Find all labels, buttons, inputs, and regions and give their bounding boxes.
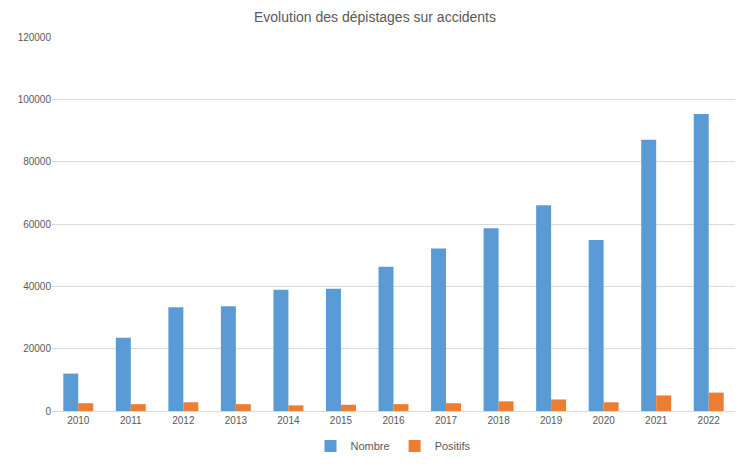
svg-text:2015: 2015 [330,415,353,426]
svg-text:Positifs: Positifs [435,440,471,452]
svg-text:2022: 2022 [698,415,721,426]
svg-text:Evolution des dépistages sur a: Evolution des dépistages sur accidents [254,9,496,25]
svg-text:2017: 2017 [435,415,458,426]
svg-text:2013: 2013 [225,415,248,426]
svg-text:40000: 40000 [23,281,51,292]
svg-text:2014: 2014 [277,415,300,426]
svg-text:100000: 100000 [18,94,52,105]
svg-text:60000: 60000 [23,219,51,230]
svg-text:2016: 2016 [382,415,405,426]
svg-text:120000: 120000 [18,32,52,43]
svg-text:2021: 2021 [645,415,668,426]
svg-text:2019: 2019 [540,415,563,426]
svg-text:2011: 2011 [120,415,142,426]
svg-text:2018: 2018 [487,415,510,426]
svg-text:0: 0 [45,406,51,417]
svg-text:2012: 2012 [172,415,195,426]
svg-text:80000: 80000 [23,156,51,167]
svg-text:2020: 2020 [593,415,616,426]
svg-text:20000: 20000 [23,343,51,354]
svg-text:Nombre: Nombre [351,440,390,452]
svg-text:2010: 2010 [67,415,90,426]
